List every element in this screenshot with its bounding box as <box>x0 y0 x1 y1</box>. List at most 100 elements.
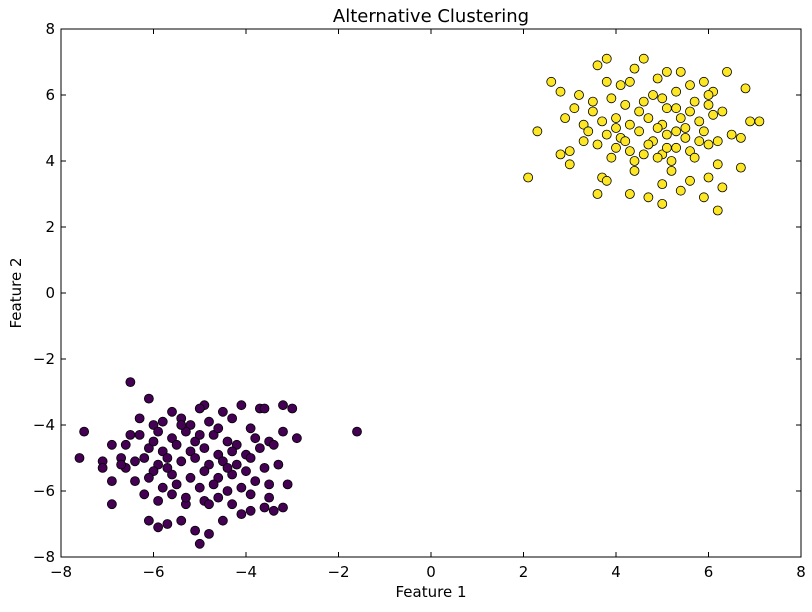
data-point-cluster-2 <box>661 142 672 153</box>
data-point-cluster-1 <box>222 436 233 447</box>
data-point-cluster-2 <box>611 123 621 133</box>
data-point-cluster-1 <box>241 466 251 477</box>
data-point-cluster-1 <box>222 462 233 473</box>
data-point-cluster-2 <box>689 96 700 107</box>
data-point-cluster-2 <box>546 76 557 87</box>
x-tick-label: 4 <box>611 563 621 581</box>
x-axis-label: Feature 1 <box>396 583 467 601</box>
data-point-cluster-2 <box>564 146 575 157</box>
y-tick-label: 8 <box>45 20 55 38</box>
data-point-cluster-2 <box>685 175 695 186</box>
data-point-cluster-2 <box>675 67 686 77</box>
data-point-cluster-2 <box>657 179 668 190</box>
data-point-cluster-2 <box>703 90 714 100</box>
data-point-cluster-2 <box>643 113 654 123</box>
data-point-cluster-2 <box>601 175 612 186</box>
data-point-cluster-1 <box>176 456 187 467</box>
data-point-cluster-2 <box>671 126 682 137</box>
data-point-cluster-1 <box>213 449 224 460</box>
y-tick-label: −6 <box>33 482 55 500</box>
x-tick-label: 8 <box>796 563 806 581</box>
data-point-cluster-1 <box>148 466 159 477</box>
data-point-cluster-2 <box>698 192 709 203</box>
data-point-cluster-1 <box>106 476 117 487</box>
data-point-cluster-1 <box>259 502 270 513</box>
data-point-cluster-2 <box>592 139 603 150</box>
data-point-cluster-1 <box>139 453 150 463</box>
data-point-cluster-1 <box>167 406 177 417</box>
data-point-cluster-1 <box>268 439 279 450</box>
data-point-cluster-2 <box>661 103 672 114</box>
data-point-cluster-1 <box>180 492 191 503</box>
data-point-cluster-2 <box>648 90 658 100</box>
data-point-cluster-1 <box>190 436 201 447</box>
data-point-cluster-2 <box>717 106 728 117</box>
data-point-cluster-2 <box>726 129 737 140</box>
data-point-cluster-1 <box>143 472 154 483</box>
data-point-cluster-2 <box>620 136 631 147</box>
data-point-cluster-2 <box>657 198 668 209</box>
data-point-cluster-2 <box>680 132 691 143</box>
points-layer <box>74 53 765 549</box>
data-point-cluster-1 <box>134 413 145 424</box>
data-point-cluster-1 <box>245 453 256 463</box>
data-point-cluster-2 <box>735 162 746 173</box>
data-point-cluster-1 <box>194 538 205 549</box>
data-point-cluster-2 <box>587 106 598 117</box>
data-point-cluster-2 <box>638 96 649 107</box>
data-point-cluster-2 <box>685 106 695 117</box>
data-point-cluster-2 <box>638 149 649 160</box>
data-point-cluster-1 <box>254 443 265 454</box>
data-point-cluster-2 <box>643 139 654 150</box>
data-point-cluster-1 <box>236 509 247 519</box>
data-point-cluster-1 <box>217 456 228 467</box>
data-point-cluster-1 <box>273 459 284 470</box>
data-point-cluster-1 <box>208 479 219 490</box>
data-point-cluster-2 <box>680 123 691 133</box>
data-point-cluster-2 <box>652 73 663 84</box>
data-point-cluster-2 <box>671 103 682 114</box>
data-point-cluster-1 <box>162 453 173 463</box>
data-point-cluster-1 <box>250 433 261 444</box>
data-point-cluster-1 <box>245 505 256 516</box>
x-tick-label: −6 <box>142 563 164 581</box>
data-point-cluster-2 <box>722 67 732 77</box>
data-point-cluster-1 <box>153 522 164 533</box>
data-point-cluster-2 <box>532 126 543 137</box>
data-point-cluster-2 <box>624 189 635 199</box>
data-point-cluster-1 <box>157 446 168 457</box>
data-point-cluster-2 <box>671 142 682 153</box>
data-point-cluster-1 <box>176 515 187 526</box>
data-point-cluster-1 <box>259 462 270 473</box>
data-point-cluster-1 <box>282 479 293 490</box>
x-tick-label: 0 <box>426 563 436 581</box>
data-point-cluster-1 <box>162 462 173 473</box>
data-point-cluster-1 <box>148 436 159 447</box>
data-point-cluster-2 <box>708 109 719 120</box>
data-point-cluster-1 <box>287 403 298 414</box>
data-point-cluster-2 <box>657 93 668 104</box>
y-tick-label: 6 <box>45 86 55 104</box>
data-point-cluster-1 <box>199 466 210 477</box>
data-point-cluster-1 <box>227 469 238 480</box>
data-point-cluster-1 <box>227 446 238 457</box>
data-point-cluster-1 <box>264 492 275 503</box>
data-point-cluster-1 <box>213 492 224 503</box>
data-point-cluster-1 <box>139 489 150 500</box>
data-point-cluster-1 <box>125 377 136 388</box>
data-point-cluster-2 <box>675 113 686 123</box>
data-point-cluster-2 <box>671 86 682 97</box>
data-point-cluster-1 <box>116 459 127 470</box>
data-point-cluster-2 <box>712 136 723 147</box>
data-point-cluster-1 <box>264 479 275 490</box>
data-point-cluster-1 <box>352 426 362 437</box>
data-point-cluster-1 <box>74 453 85 463</box>
ticks-layer: −8 −6 −4 −2 0 2 4 6 8 −8 −6 −4 −2 0 2 4 6 8 <box>33 20 806 581</box>
data-point-cluster-1 <box>106 499 117 510</box>
data-point-cluster-2 <box>703 100 714 110</box>
data-point-cluster-1 <box>106 439 117 450</box>
data-point-cluster-2 <box>666 165 677 176</box>
data-point-cluster-1 <box>231 459 242 470</box>
data-point-cluster-1 <box>153 459 164 470</box>
data-point-cluster-2 <box>624 76 635 87</box>
